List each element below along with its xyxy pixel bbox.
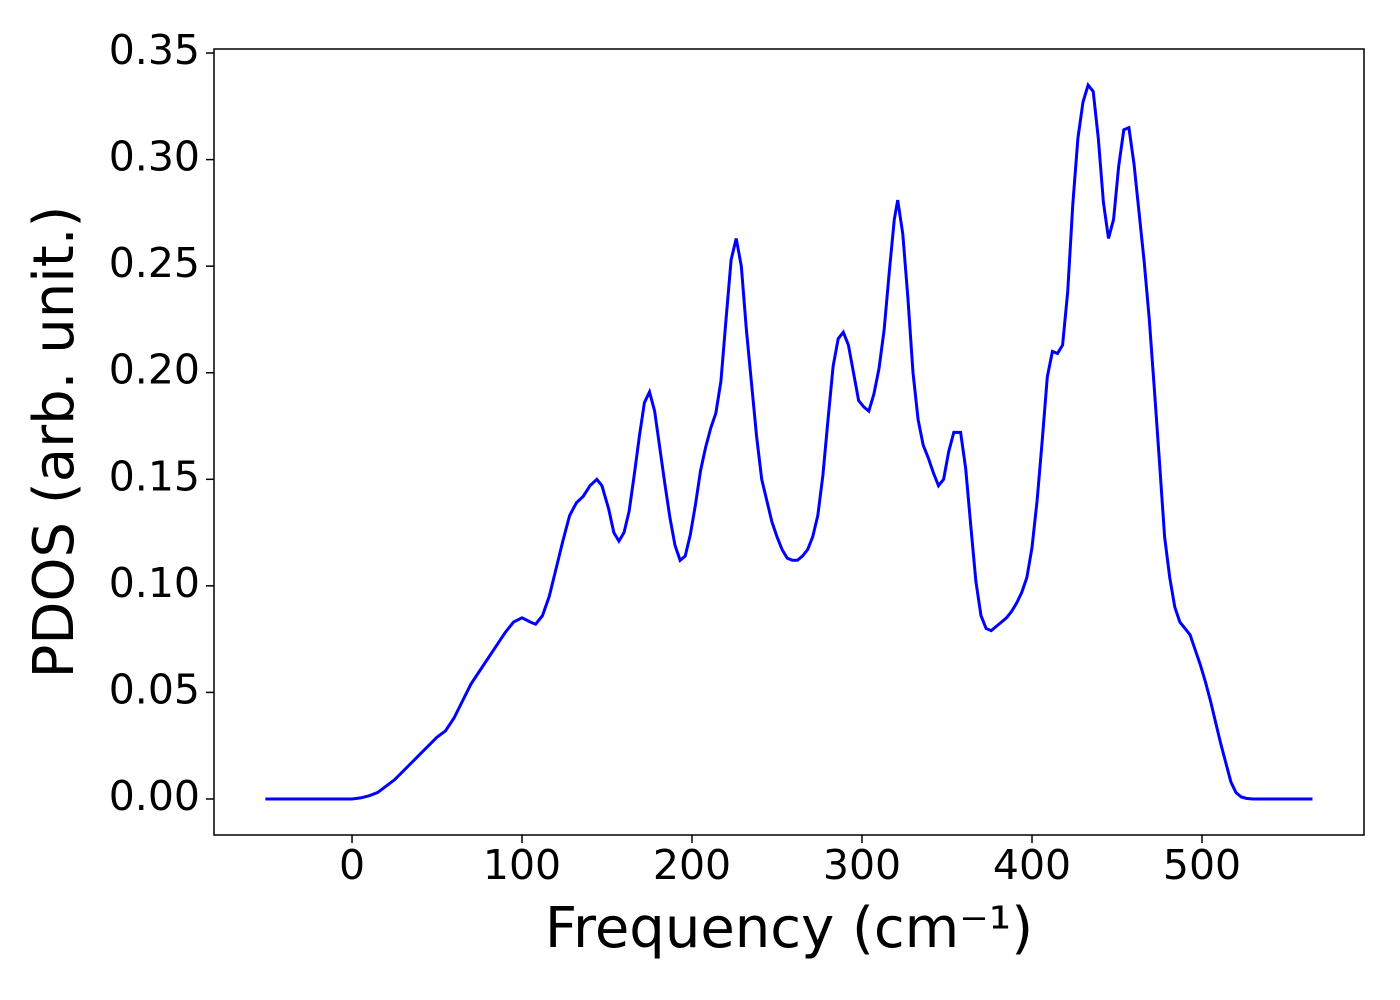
y-axis-label: PDOS (arb. unit.) — [22, 206, 87, 679]
x-tick-label: 500 — [1163, 841, 1241, 889]
plot-frame — [213, 48, 1365, 836]
y-tick-label: 0.15 — [109, 452, 200, 500]
x-tick-label: 400 — [993, 841, 1071, 889]
data-line — [265, 81, 1313, 801]
x-tick-label: 300 — [823, 841, 901, 889]
x-tick-label: 100 — [483, 841, 561, 889]
y-tick-label: 0.00 — [109, 772, 200, 820]
y-tick-label: 0.20 — [109, 346, 200, 394]
y-tick-label: 0.25 — [109, 239, 200, 287]
y-tick-label: 0.05 — [109, 665, 200, 713]
x-tick-label: 200 — [653, 841, 731, 889]
x-axis-label: Frequency (cm⁻¹) — [545, 896, 1033, 961]
y-tick-label: 0.10 — [109, 559, 200, 607]
x-tick-label: 0 — [339, 841, 365, 889]
y-tick-label: 0.30 — [109, 133, 200, 181]
y-tick-label: 0.35 — [109, 26, 200, 74]
